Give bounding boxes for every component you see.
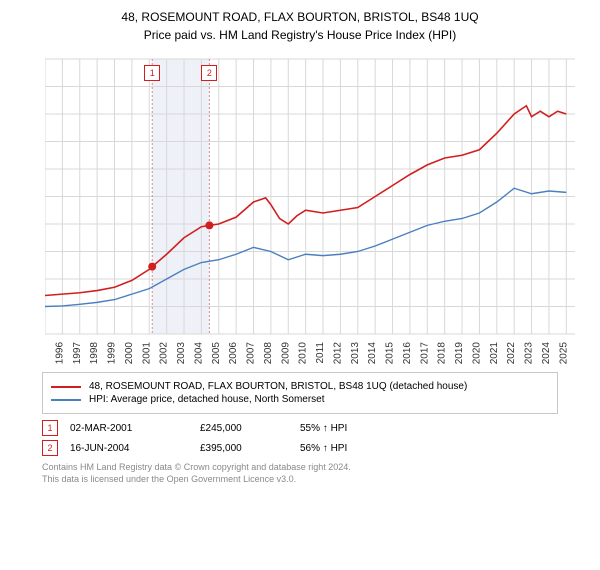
svg-text:2023: 2023 — [524, 342, 535, 364]
svg-text:1998: 1998 — [89, 342, 100, 364]
svg-text:2019: 2019 — [454, 342, 465, 364]
sale-row: 1 02-MAR-2001£245,00055% ↑ HPI — [42, 420, 558, 436]
svg-text:2012: 2012 — [332, 342, 343, 364]
svg-text:2014: 2014 — [367, 342, 378, 364]
legend: 48, ROSEMOUNT ROAD, FLAX BOURTON, BRISTO… — [42, 372, 558, 414]
sale-row: 2 16-JUN-2004£395,00056% ↑ HPI — [42, 440, 558, 456]
sale-marker-box: 2 — [201, 65, 217, 81]
sale-marker: 2 — [42, 440, 58, 456]
svg-text:2000: 2000 — [124, 342, 135, 364]
svg-text:2016: 2016 — [402, 342, 413, 364]
price-chart: £0£100K£200K£300K£400K£500K£600K£700K£80… — [45, 54, 600, 364]
svg-text:2013: 2013 — [350, 342, 361, 364]
legend-swatch — [51, 399, 81, 401]
svg-text:2015: 2015 — [385, 342, 396, 364]
footer-line-1: Contains HM Land Registry data © Crown c… — [42, 462, 558, 474]
svg-text:2020: 2020 — [471, 342, 482, 364]
sale-marker-box: 1 — [144, 65, 160, 81]
svg-text:2018: 2018 — [437, 342, 448, 364]
svg-text:1999: 1999 — [107, 342, 118, 364]
footer-attribution: Contains HM Land Registry data © Crown c… — [42, 462, 558, 485]
svg-text:2004: 2004 — [193, 342, 204, 364]
sale-date: 16-JUN-2004 — [70, 443, 200, 454]
svg-text:2017: 2017 — [419, 342, 430, 364]
legend-row: 48, ROSEMOUNT ROAD, FLAX BOURTON, BRISTO… — [51, 381, 549, 392]
svg-text:2024: 2024 — [541, 342, 552, 364]
svg-text:2022: 2022 — [506, 342, 517, 364]
chart-svg: £0£100K£200K£300K£400K£500K£600K£700K£80… — [45, 54, 585, 364]
svg-text:2007: 2007 — [246, 342, 257, 364]
footer-line-2: This data is licensed under the Open Gov… — [42, 474, 558, 486]
svg-text:2006: 2006 — [228, 342, 239, 364]
svg-text:2003: 2003 — [176, 342, 187, 364]
svg-text:2011: 2011 — [315, 342, 326, 364]
sale-price: £395,000 — [200, 443, 300, 454]
svg-text:2002: 2002 — [159, 342, 170, 364]
svg-text:1997: 1997 — [72, 342, 83, 364]
svg-text:1995: 1995 — [45, 342, 48, 364]
page-title: 48, ROSEMOUNT ROAD, FLAX BOURTON, BRISTO… — [0, 10, 600, 24]
sale-pct: 56% ↑ HPI — [300, 443, 347, 454]
legend-label: HPI: Average price, detached house, Nort… — [89, 394, 325, 405]
page-subtitle: Price paid vs. HM Land Registry's House … — [0, 28, 600, 42]
svg-text:1996: 1996 — [54, 342, 65, 364]
legend-row: HPI: Average price, detached house, Nort… — [51, 394, 549, 405]
svg-text:2001: 2001 — [141, 342, 152, 364]
svg-text:2021: 2021 — [489, 342, 500, 364]
legend-label: 48, ROSEMOUNT ROAD, FLAX BOURTON, BRISTO… — [89, 381, 467, 392]
legend-swatch — [51, 386, 81, 388]
sale-date: 02-MAR-2001 — [70, 423, 200, 434]
svg-text:2008: 2008 — [263, 342, 274, 364]
sale-marker: 1 — [42, 420, 58, 436]
sales-table: 1 02-MAR-2001£245,00055% ↑ HPI 2 16-JUN-200… — [42, 420, 558, 456]
sale-pct: 55% ↑ HPI — [300, 423, 347, 434]
svg-text:2010: 2010 — [298, 342, 309, 364]
svg-text:2005: 2005 — [211, 342, 222, 364]
sale-price: £245,000 — [200, 423, 300, 434]
svg-text:2025: 2025 — [558, 342, 569, 364]
svg-text:2009: 2009 — [280, 342, 291, 364]
